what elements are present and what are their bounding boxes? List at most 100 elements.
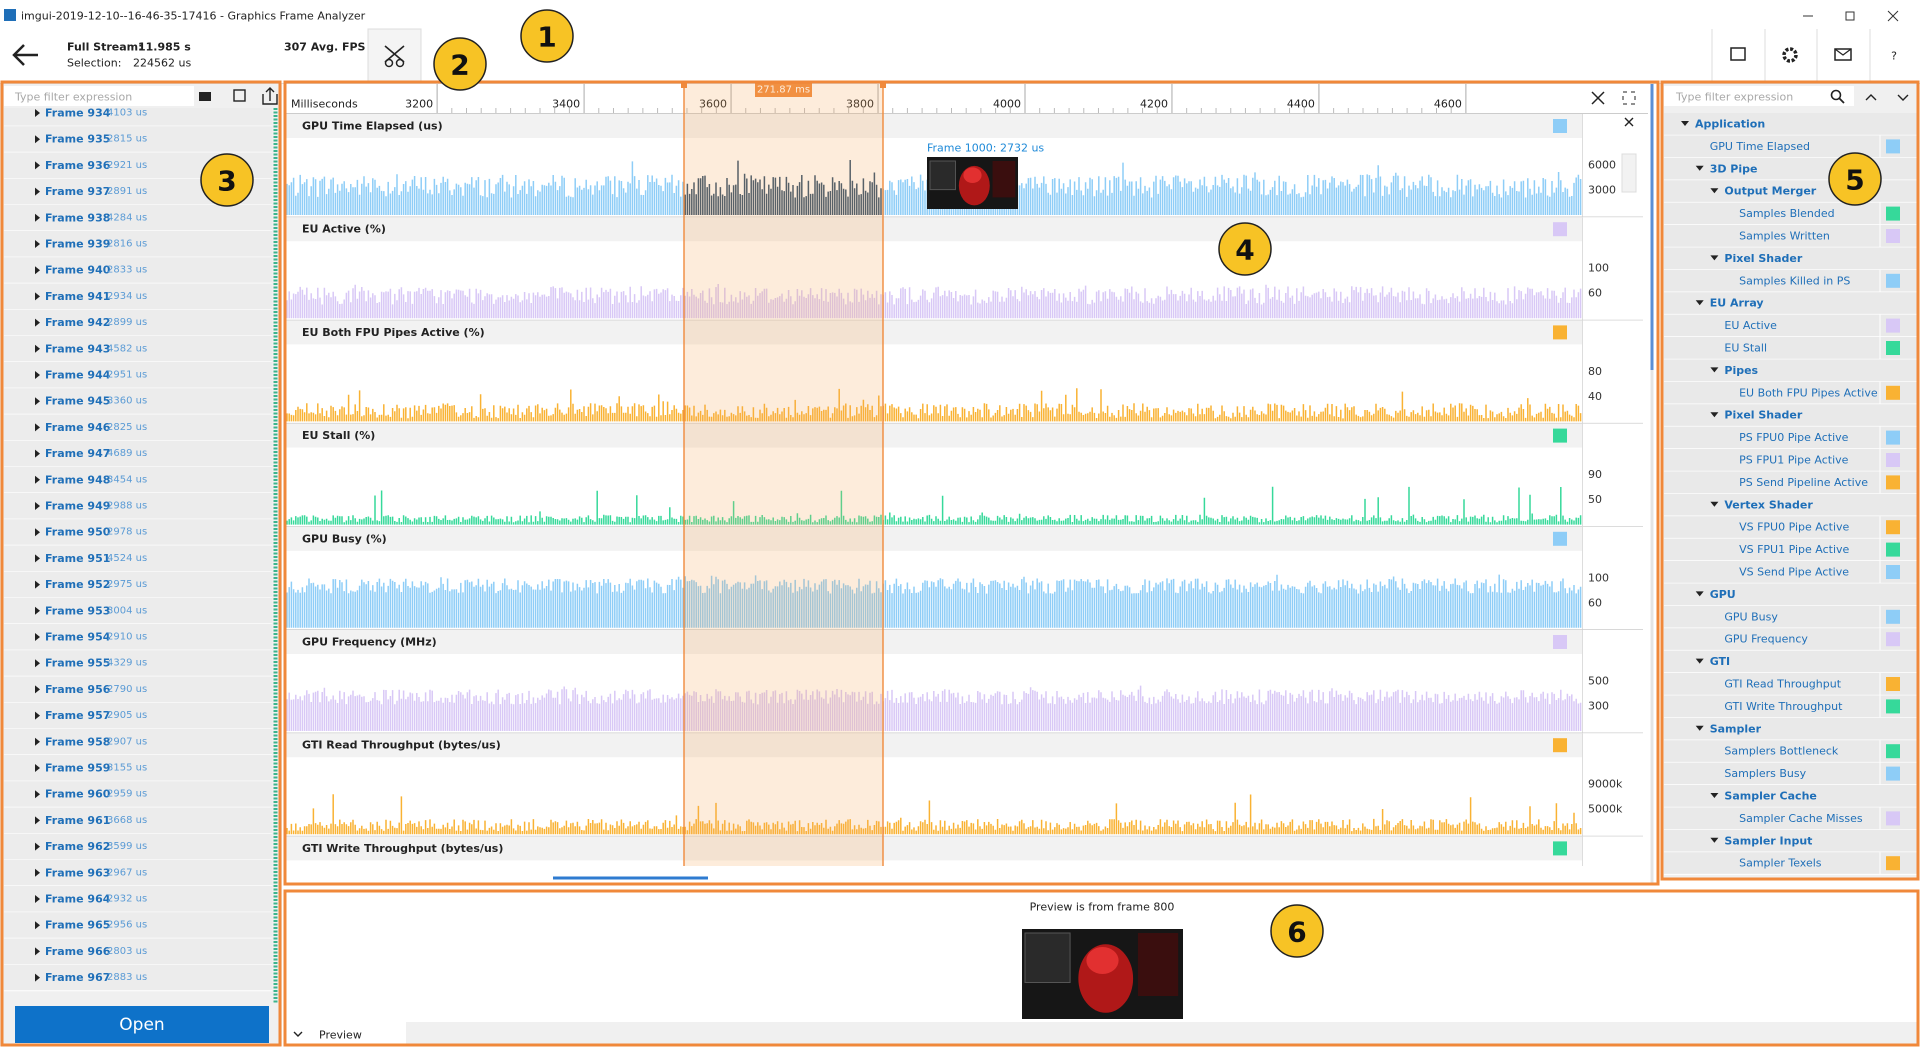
tree-item[interactable]: GPU Frequency	[1664, 628, 1918, 651]
tree-group[interactable]: Pixel Shader	[1664, 404, 1918, 427]
fullscreen-button[interactable]	[1622, 91, 1636, 105]
settings-button[interactable]	[1782, 47, 1798, 63]
metric-swatch[interactable]	[1886, 273, 1900, 288]
restore-button[interactable]	[1845, 11, 1855, 21]
tree-item[interactable]: Samples Killed in PS	[1664, 269, 1918, 293]
tree-item[interactable]: GPU Time Elapsed	[1664, 135, 1918, 159]
metric-swatch[interactable]	[1886, 453, 1900, 467]
tree-group[interactable]: Application	[1664, 113, 1918, 136]
close-button[interactable]	[1887, 10, 1899, 22]
tree-group[interactable]: Vertex Shader	[1664, 493, 1918, 517]
tree-item[interactable]: VS FPU0 Pipe Active	[1664, 516, 1918, 539]
feedback-button[interactable]	[1730, 47, 1746, 61]
metric-swatch[interactable]	[1886, 206, 1900, 221]
metric-swatch[interactable]	[1886, 385, 1900, 400]
help-button[interactable]: ?	[1891, 50, 1897, 63]
zoom-fit-button[interactable]	[1591, 91, 1605, 105]
metric-swatch[interactable]	[1886, 677, 1900, 691]
tree-item[interactable]: PS FPU0 Pipe Active	[1664, 426, 1918, 450]
tree-item[interactable]: GTI Read Throughput	[1664, 673, 1918, 696]
tree-item[interactable]: GPU Busy	[1664, 605, 1918, 629]
metric-swatch[interactable]	[1886, 811, 1900, 826]
tree-group[interactable]: Pixel Shader	[1664, 247, 1918, 271]
metric-swatch[interactable]	[1886, 609, 1900, 624]
tree-item[interactable]: Samples Blended	[1664, 202, 1918, 226]
mail-button[interactable]	[1834, 48, 1852, 61]
zoom-controls[interactable]	[1621, 153, 1637, 193]
tree-item[interactable]: VS FPU1 Pipe Active	[1664, 538, 1918, 562]
prev-button[interactable]	[1865, 94, 1877, 101]
tree-item[interactable]: EU Active	[1664, 314, 1918, 338]
tree-group[interactable]: EU Array	[1664, 292, 1918, 315]
metric-swatch[interactable]	[1886, 766, 1900, 781]
tree-item[interactable]: Samplers Bottleneck	[1664, 740, 1918, 763]
metric-swatch[interactable]	[1886, 744, 1900, 759]
preview-toggle[interactable]: Preview	[319, 1029, 362, 1042]
tree-item[interactable]: Sampler Texels	[1664, 852, 1918, 875]
metric-swatch[interactable]	[1886, 229, 1900, 243]
tree-group[interactable]: GTI	[1664, 650, 1918, 674]
metric-swatch[interactable]	[1886, 699, 1900, 714]
tree-item[interactable]: Samples Written	[1664, 225, 1918, 248]
filter-input[interactable]	[1664, 86, 1854, 106]
metric-swatch[interactable]	[1886, 856, 1900, 871]
metric-swatch[interactable]	[1886, 542, 1900, 557]
tree-group[interactable]: Pipes	[1664, 359, 1918, 383]
tree-item[interactable]: PS Send Pipeline Active	[1664, 471, 1918, 495]
tree-item[interactable]: Sampler Cache Misses	[1664, 807, 1918, 831]
tree-item[interactable]: EU Both FPU Pipes Active	[1664, 381, 1918, 405]
metric-swatch[interactable]	[1886, 318, 1900, 333]
metric-swatch[interactable]	[1886, 520, 1900, 535]
metric-swatch[interactable]	[1886, 565, 1900, 579]
tree-group[interactable]: Sampler Input	[1664, 829, 1918, 853]
tree-item[interactable]: GTI Write Throughput	[1664, 695, 1918, 719]
tree-item[interactable]: Samplers Busy	[1664, 762, 1918, 786]
metric-swatch[interactable]	[1886, 139, 1900, 154]
selection-handle[interactable]	[880, 83, 886, 88]
tree-item[interactable]: EU Stall	[1664, 337, 1918, 360]
selection-handle[interactable]	[681, 83, 687, 88]
tree-group[interactable]: GPU	[1664, 583, 1918, 607]
tree-item[interactable]: PS FPU1 Pipe Active	[1664, 449, 1918, 472]
copy-button[interactable]	[233, 89, 246, 102]
tree-item[interactable]: VS Send Pipe Active	[1664, 561, 1918, 584]
open-button[interactable]	[15, 1006, 269, 1043]
metric-swatch[interactable]	[1886, 632, 1900, 647]
folder-button[interactable]	[199, 92, 211, 101]
search-button[interactable]	[1830, 89, 1842, 101]
next-button[interactable]	[1897, 94, 1909, 101]
metric-swatch[interactable]	[1886, 341, 1900, 355]
metric-swatch[interactable]	[1886, 430, 1900, 445]
tree-group[interactable]: Sampler Cache	[1664, 785, 1918, 808]
close-track-button[interactable]	[1624, 117, 1634, 127]
tree-group[interactable]: Sampler	[1664, 717, 1918, 741]
back-button[interactable]	[12, 44, 38, 66]
